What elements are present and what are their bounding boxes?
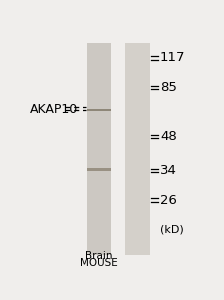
Text: 48: 48 — [160, 130, 177, 143]
Text: 117: 117 — [160, 51, 185, 64]
Text: MOUSE: MOUSE — [80, 258, 118, 268]
Bar — [87, 109, 111, 111]
Text: Brain: Brain — [85, 251, 113, 261]
Bar — [87, 43, 111, 256]
Bar — [125, 43, 150, 256]
Bar — [87, 168, 111, 171]
Text: (kD): (kD) — [160, 225, 184, 235]
Text: AKAP10: AKAP10 — [30, 103, 78, 116]
Text: 85: 85 — [160, 81, 177, 94]
Text: 34: 34 — [160, 164, 177, 177]
Text: 26: 26 — [160, 194, 177, 207]
